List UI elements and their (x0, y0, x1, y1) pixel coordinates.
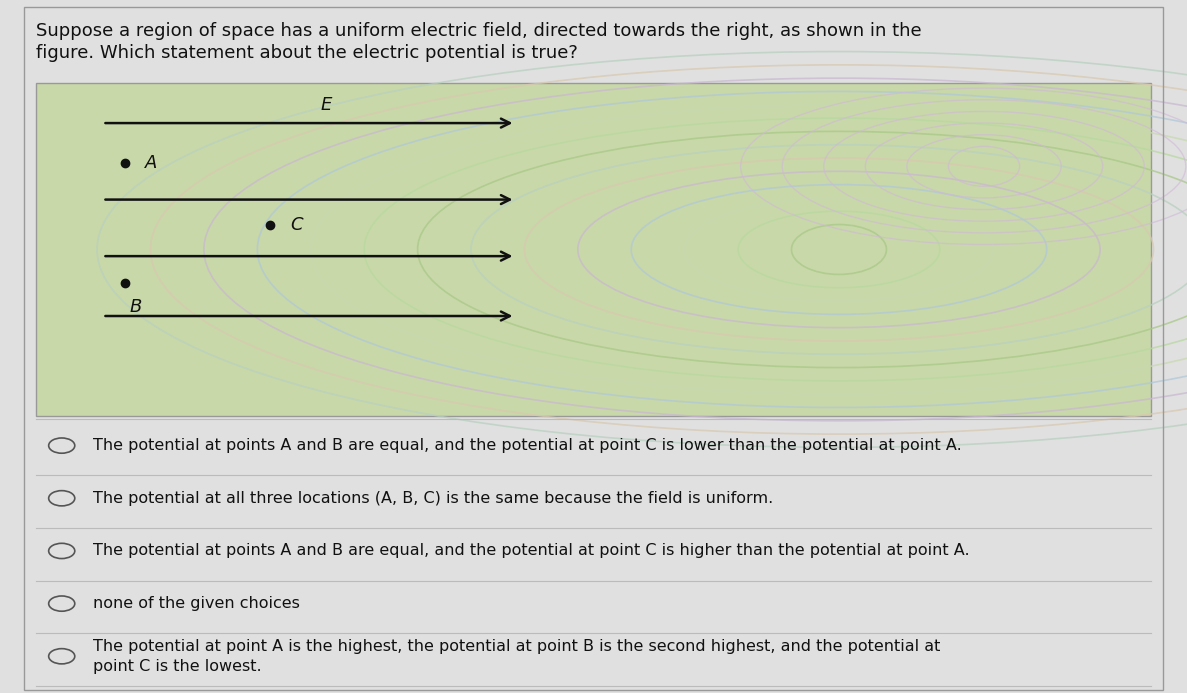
Text: C: C (290, 216, 303, 234)
Bar (36, 83, 1151, 416)
Text: The potential at all three locations (A, B, C) is the same because the field is : The potential at all three locations (A,… (93, 491, 773, 506)
Text: The potential at point A is the highest, the potential at point B is the second : The potential at point A is the highest,… (93, 639, 940, 674)
Text: The potential at points A and B are equal, and the potential at point C is lower: The potential at points A and B are equa… (93, 438, 961, 453)
Text: B: B (129, 298, 142, 316)
Text: E: E (320, 96, 331, 114)
Text: Suppose a region of space has a uniform electric field, directed towards the rig: Suppose a region of space has a uniform … (36, 22, 921, 40)
Text: A: A (145, 154, 158, 172)
Text: none of the given choices: none of the given choices (93, 596, 299, 611)
Text: The potential at points A and B are equal, and the potential at point C is highe: The potential at points A and B are equa… (93, 543, 970, 559)
Text: figure. Which statement about the electric potential is true?: figure. Which statement about the electr… (36, 44, 578, 62)
